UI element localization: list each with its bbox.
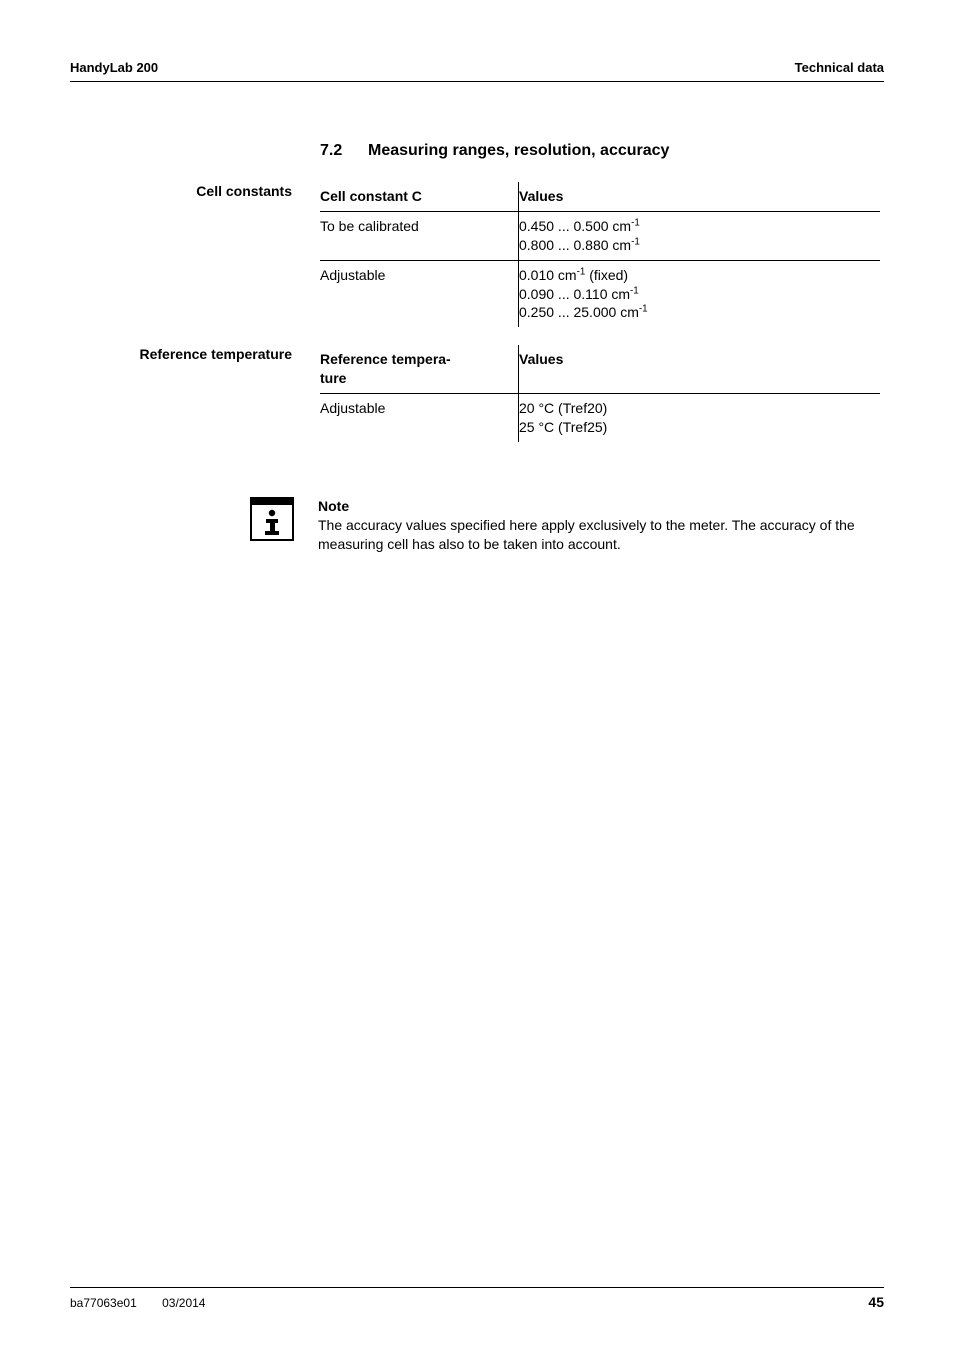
cc-row1-c2: 0.010 cm-1 (fixed)0.090 ... 0.110 cm-10.… bbox=[519, 260, 880, 327]
note-text: Note The accuracy values specified here … bbox=[318, 497, 884, 554]
cell-constants-table: Cell constant C Values To be calibrated … bbox=[320, 182, 880, 327]
note-heading: Note bbox=[318, 497, 884, 516]
rt-row0-c1: Adjustable bbox=[320, 394, 518, 442]
note-body: The accuracy values specified here apply… bbox=[318, 516, 884, 554]
cc-header-c2: Values bbox=[519, 182, 880, 211]
footer-doc-id: ba77063e01 bbox=[70, 1296, 137, 1310]
footer-page-number: 45 bbox=[868, 1294, 884, 1310]
reference-temperature-label: Reference temperature bbox=[70, 345, 320, 364]
cc-header-c1: Cell constant C bbox=[320, 182, 518, 211]
info-icon bbox=[250, 497, 294, 541]
section-title: Measuring ranges, resolution, accuracy bbox=[368, 142, 669, 160]
page-header: HandyLab 200 Technical data bbox=[70, 60, 884, 82]
footer-left: ba77063e01 03/2014 bbox=[70, 1296, 227, 1310]
note-block: Note The accuracy values specified here … bbox=[250, 497, 884, 554]
header-right: Technical data bbox=[795, 60, 884, 75]
cc-row0-c2: 0.450 ... 0.500 cm-10.800 ... 0.880 cm-1 bbox=[519, 211, 880, 260]
section-number: 7.2 bbox=[320, 142, 368, 160]
cell-constants-row: Cell constants Cell constant C Values To… bbox=[70, 182, 884, 327]
rt-header-c1: Reference tempera-ture bbox=[320, 345, 518, 393]
cc-row1-c1: Adjustable bbox=[320, 260, 518, 327]
cc-row0-c1: To be calibrated bbox=[320, 211, 518, 260]
rt-header-c2: Values bbox=[519, 345, 880, 393]
reference-temperature-table: Reference tempera-ture Values Adjustable… bbox=[320, 345, 880, 442]
page-content: 7.2 Measuring ranges, resolution, accura… bbox=[70, 82, 884, 1287]
header-left: HandyLab 200 bbox=[70, 60, 158, 75]
page-footer: ba77063e01 03/2014 45 bbox=[70, 1287, 884, 1310]
rt-row0-c2: 20 °C (Tref20)25 °C (Tref25) bbox=[519, 394, 880, 442]
section-heading: 7.2 Measuring ranges, resolution, accura… bbox=[320, 142, 884, 160]
cell-constants-label: Cell constants bbox=[70, 182, 320, 201]
footer-date: 03/2014 bbox=[162, 1296, 205, 1310]
reference-temperature-row: Reference temperature Reference tempera-… bbox=[70, 345, 884, 442]
